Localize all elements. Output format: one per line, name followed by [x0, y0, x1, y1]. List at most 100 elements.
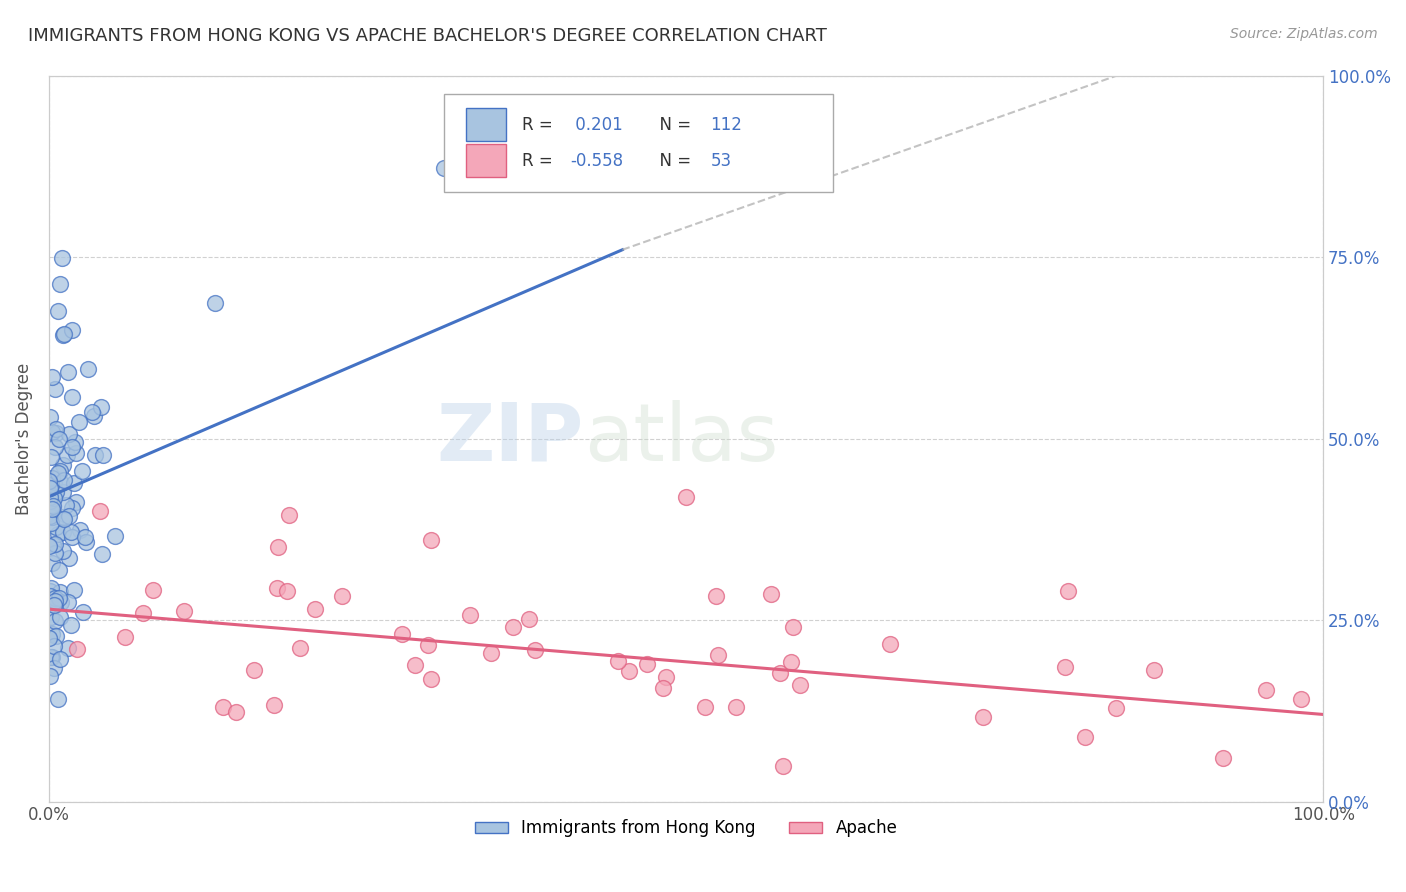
Point — [782, 619, 804, 633]
Text: R =: R = — [522, 116, 558, 134]
Point — [44, 546, 66, 560]
Point — [524, 643, 547, 657]
Point — [41, 425, 63, 439]
Point — [267, 541, 290, 555]
Point — [404, 657, 426, 672]
Point — [1143, 664, 1166, 678]
Point — [51, 251, 73, 265]
Point — [41, 626, 63, 640]
Point — [60, 530, 83, 544]
Point — [75, 534, 97, 549]
Point — [41, 471, 63, 485]
Point — [278, 508, 301, 522]
Text: 0.201: 0.201 — [569, 116, 623, 134]
Point — [39, 589, 62, 603]
Point — [879, 637, 901, 651]
Point — [418, 638, 440, 652]
Point — [48, 591, 70, 605]
Point — [49, 610, 72, 624]
Point — [1212, 750, 1234, 764]
Point — [49, 584, 72, 599]
Point — [44, 598, 66, 612]
Point — [56, 594, 79, 608]
Point — [65, 495, 87, 509]
Point — [77, 362, 100, 376]
Point — [44, 382, 66, 396]
Point — [266, 581, 288, 595]
Point — [58, 551, 80, 566]
Point — [38, 508, 60, 523]
Text: R =: R = — [522, 152, 558, 169]
Point — [41, 499, 63, 513]
Point — [56, 365, 79, 379]
Point — [46, 466, 69, 480]
Point — [391, 627, 413, 641]
FancyBboxPatch shape — [444, 94, 832, 192]
Point — [63, 434, 86, 449]
Point — [1289, 692, 1312, 706]
Point — [1053, 660, 1076, 674]
Point — [41, 649, 63, 664]
Point — [52, 328, 75, 343]
Point — [60, 323, 83, 337]
Point — [69, 524, 91, 538]
Point — [52, 509, 75, 524]
Point — [39, 669, 62, 683]
Point — [91, 448, 114, 462]
Point — [242, 663, 264, 677]
Point — [1254, 683, 1277, 698]
Point — [420, 672, 443, 686]
Point — [675, 490, 697, 504]
Point — [38, 493, 60, 508]
Point — [39, 500, 62, 515]
Point — [41, 510, 63, 524]
Point — [204, 296, 226, 310]
Point — [41, 508, 63, 522]
Text: Source: ZipAtlas.com: Source: ZipAtlas.com — [1230, 27, 1378, 41]
Point — [44, 598, 66, 612]
Point — [39, 450, 62, 464]
Point — [211, 700, 233, 714]
Point — [104, 529, 127, 543]
Point — [276, 584, 298, 599]
Point — [41, 556, 63, 570]
Point — [52, 525, 75, 540]
Point — [173, 604, 195, 618]
Point — [772, 758, 794, 772]
Point — [41, 369, 63, 384]
Point — [52, 326, 75, 341]
Point — [42, 639, 65, 653]
Point — [304, 602, 326, 616]
Point — [39, 595, 62, 609]
Point — [49, 652, 72, 666]
Point — [225, 705, 247, 719]
Point — [1057, 584, 1080, 599]
Point — [39, 490, 62, 504]
Point — [72, 606, 94, 620]
Point — [48, 432, 70, 446]
Point — [52, 485, 75, 500]
Point — [502, 620, 524, 634]
Point — [39, 409, 62, 424]
Point — [789, 677, 811, 691]
Point — [53, 473, 76, 487]
Text: 112: 112 — [710, 116, 742, 134]
Point — [60, 441, 83, 455]
Point — [479, 646, 502, 660]
Point — [142, 583, 165, 598]
Point — [42, 491, 65, 505]
Point — [65, 446, 87, 460]
Point — [38, 584, 60, 599]
Point — [39, 610, 62, 624]
Point — [42, 661, 65, 675]
Point — [45, 629, 67, 643]
Point — [725, 700, 748, 714]
Point — [52, 458, 75, 473]
Point — [44, 614, 66, 628]
Point — [636, 657, 658, 671]
Point — [56, 640, 79, 655]
Point — [62, 501, 84, 516]
Point — [458, 607, 481, 622]
Point — [38, 474, 60, 488]
Point — [48, 563, 70, 577]
